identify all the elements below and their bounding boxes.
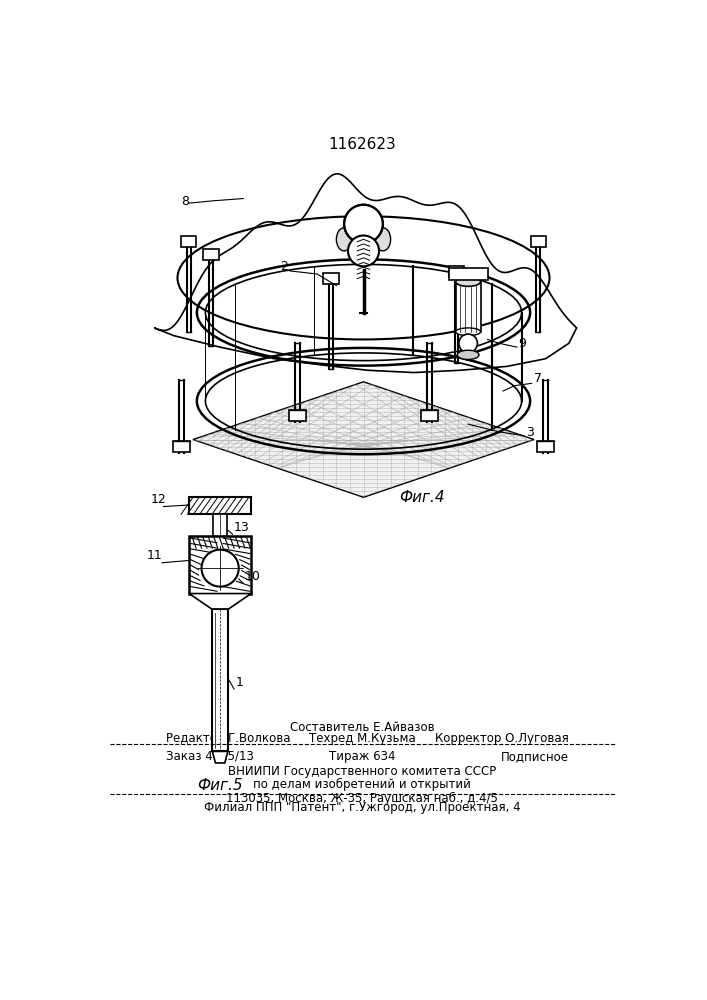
Text: Заказ 4025/13: Заказ 4025/13 [166, 750, 254, 763]
Circle shape [201, 550, 239, 587]
Text: 10: 10 [245, 570, 261, 583]
Ellipse shape [456, 328, 481, 336]
FancyBboxPatch shape [421, 410, 438, 421]
Ellipse shape [375, 228, 391, 251]
Text: по делам изобретений и открытий: по делам изобретений и открытий [253, 778, 471, 791]
Text: 8: 8 [182, 195, 189, 208]
Polygon shape [193, 382, 534, 497]
Text: 1: 1 [235, 676, 243, 689]
Text: 7: 7 [534, 372, 542, 385]
Text: Филиал ППП "Патент", г.Ужгород, ул.Проектная, 4: Филиал ППП "Патент", г.Ужгород, ул.Проек… [204, 801, 520, 814]
FancyBboxPatch shape [288, 410, 305, 421]
FancyBboxPatch shape [449, 268, 488, 280]
Bar [213, 514, 227, 536]
Text: Тираж 634: Тираж 634 [329, 750, 395, 763]
Circle shape [344, 205, 383, 243]
Ellipse shape [457, 350, 479, 359]
Text: 1162623: 1162623 [328, 137, 396, 152]
Polygon shape [189, 594, 251, 609]
Text: 113035, Москва, Ж-35, Раушская наб., д.4/5: 113035, Москва, Ж-35, Раушская наб., д.4… [226, 791, 498, 805]
Text: 12: 12 [151, 493, 166, 506]
FancyBboxPatch shape [537, 441, 554, 452]
Text: 2: 2 [281, 260, 288, 273]
FancyBboxPatch shape [181, 236, 197, 247]
Circle shape [348, 235, 379, 266]
Text: Фиг.5: Фиг.5 [197, 778, 243, 793]
Text: 11: 11 [146, 549, 162, 562]
FancyBboxPatch shape [204, 249, 219, 260]
Bar [212, 609, 228, 751]
Ellipse shape [456, 277, 481, 286]
FancyBboxPatch shape [449, 266, 464, 277]
Text: Подписное: Подписное [501, 750, 569, 763]
Text: 9: 9 [518, 337, 527, 350]
Circle shape [459, 334, 477, 353]
FancyBboxPatch shape [173, 441, 190, 452]
Polygon shape [212, 751, 228, 763]
Text: 3: 3 [526, 426, 534, 439]
Bar [456, 282, 481, 332]
Text: Редактор Г.Волкова: Редактор Г.Волкова [166, 732, 291, 745]
FancyBboxPatch shape [189, 536, 251, 594]
FancyBboxPatch shape [189, 497, 251, 514]
Text: Составитель Е.Айвазов: Составитель Е.Айвазов [290, 721, 434, 734]
Text: Техред М.Кузьма: Техред М.Кузьма [308, 732, 415, 745]
Ellipse shape [337, 228, 352, 251]
FancyBboxPatch shape [530, 236, 546, 247]
Text: 13: 13 [234, 521, 250, 534]
FancyBboxPatch shape [323, 273, 339, 284]
Text: Корректор О.Луговая: Корректор О.Луговая [435, 732, 569, 745]
Text: ВНИИПИ Государственного комитета СССР: ВНИИПИ Государственного комитета СССР [228, 765, 496, 778]
Text: Фиг.4: Фиг.4 [399, 490, 445, 505]
